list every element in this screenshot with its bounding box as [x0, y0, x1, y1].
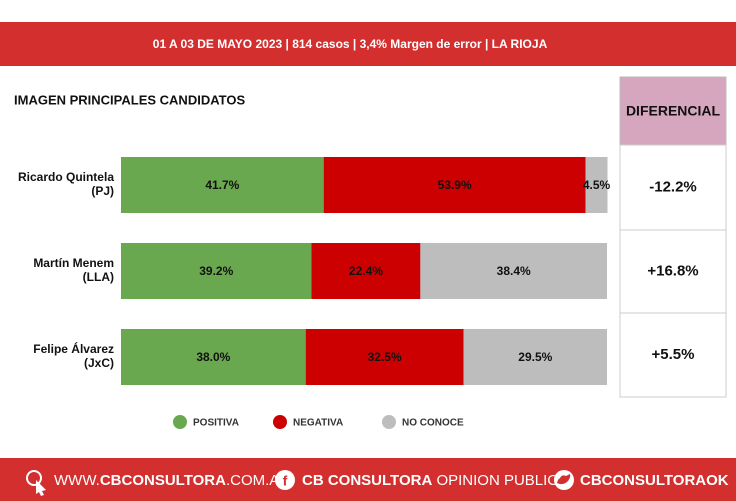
- facebook-name: CB CONSULTORA: [302, 472, 432, 489]
- web-icon: [26, 470, 46, 496]
- footer-web: WWW.CBCONSULTORA.COM.AR: [54, 472, 290, 489]
- category-label: Ricardo Quintela: [18, 170, 114, 184]
- chart-title: IMAGEN PRINCIPALES CANDIDATOS: [14, 92, 245, 107]
- category-label: Felipe Álvarez: [33, 341, 114, 356]
- differential-value: +16.8%: [647, 262, 698, 279]
- bar-segment: [121, 329, 306, 385]
- differential-header-box: [619, 76, 727, 146]
- legend-swatch: [173, 415, 187, 429]
- party-label: (PJ): [91, 184, 114, 198]
- header-banner: [0, 22, 736, 66]
- value-label: 29.5%: [518, 350, 552, 364]
- differential-cell: [619, 312, 727, 398]
- web-prefix: WWW.: [54, 472, 100, 489]
- facebook-glyph: f: [283, 473, 288, 489]
- bar-segment: [311, 243, 421, 299]
- value-label: 4.5%: [583, 178, 611, 192]
- legend-swatch: [273, 415, 287, 429]
- legend-swatch: [382, 415, 396, 429]
- differential-title: DIFERENCIAL: [626, 103, 721, 119]
- bar-segment: [121, 157, 324, 213]
- legend-label: POSITIVA: [193, 418, 239, 429]
- party-label: (LLA): [83, 270, 114, 284]
- value-label: 32.5%: [368, 350, 402, 364]
- category-label: Martín Menem: [33, 256, 114, 270]
- facebook-tagline: OPINION PUBLICA: [432, 472, 568, 489]
- footer-facebook: CB CONSULTORA OPINION PUBLICA: [302, 472, 568, 489]
- web-name: CBCONSULTORA: [100, 472, 226, 489]
- value-label: 38.4%: [497, 264, 531, 278]
- party-label: (JxC): [84, 356, 114, 370]
- facebook-icon: [275, 470, 295, 490]
- footer-twitter: CBCONSULTORAOK: [580, 472, 729, 489]
- differential-value: +5.5%: [652, 346, 695, 363]
- bar-segment: [463, 329, 607, 385]
- bar-segment: [420, 243, 607, 299]
- web-suffix: .COM.AR: [226, 472, 290, 489]
- legend-label: NO CONOCE: [402, 418, 464, 429]
- footer-banner: [0, 458, 736, 501]
- differential-cell: [619, 229, 727, 314]
- value-label: 38.0%: [196, 350, 230, 364]
- legend-label: NEGATIVA: [293, 418, 343, 429]
- differential-cell: [619, 144, 727, 231]
- bar-segment: [305, 329, 464, 385]
- twitter-glyph: [557, 474, 571, 485]
- value-label: 39.2%: [199, 264, 233, 278]
- bar-segment: [323, 157, 586, 213]
- value-label: 22.4%: [349, 264, 383, 278]
- bar-segment: [121, 243, 312, 299]
- bar-segment: [585, 157, 608, 213]
- header-text: 01 A 03 DE MAYO 2023 | 814 casos | 3,4% …: [153, 37, 548, 51]
- value-label: 53.9%: [438, 178, 472, 192]
- value-label: 41.7%: [205, 178, 239, 192]
- differential-value: -12.2%: [649, 178, 697, 195]
